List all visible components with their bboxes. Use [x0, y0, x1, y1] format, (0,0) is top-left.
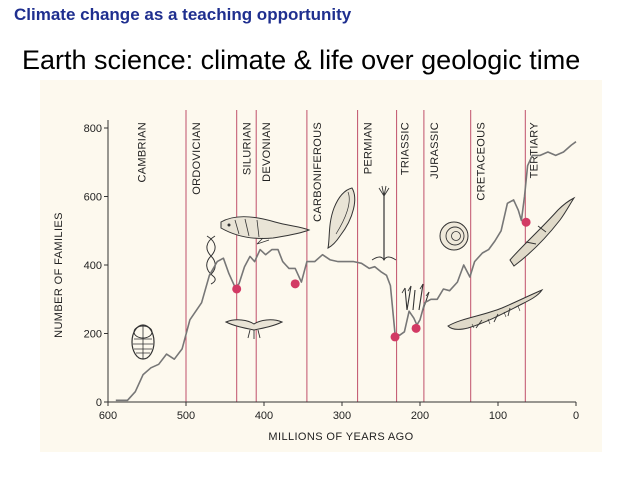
crinoid-fossil-icon [371, 185, 397, 262]
x-tick-label: 600 [99, 410, 117, 422]
chart-figure: CAMBRIAN ORDOVICIAN SILURIAN DEVONIAN CARBON… [40, 80, 602, 452]
x-tick-label: 500 [177, 410, 195, 422]
plant-fossil-icon [401, 283, 430, 311]
slide-header: Climate change as a teaching opportunity [14, 5, 352, 24]
extinction-event-point [390, 332, 400, 342]
graptolite-fossil-icon [206, 235, 216, 285]
period-label: TERTIARY [528, 122, 540, 179]
horn-coral-fossil-icon [327, 187, 356, 249]
jawless-fish-fossil-icon [220, 216, 311, 245]
period-boundaries: CAMBRIAN ORDOVICIAN SILURIAN DEVONIAN CARBON… [136, 110, 540, 402]
fossil-illustrations [131, 185, 576, 360]
extinction-event-point [232, 284, 242, 294]
y-axis-label: NUMBER OF FAMILIES [53, 212, 65, 338]
axes: 0 200 400 600 800 600 500 400 300 200 100 0 [84, 120, 579, 422]
period-label: CRETACEOUS [476, 122, 488, 201]
period-label: ORDOVICIAN [191, 122, 203, 195]
ammonite-fossil-icon [439, 221, 469, 251]
period-label: TRIASSIC [400, 122, 412, 175]
y-tick-label: 800 [84, 123, 102, 135]
extinction-markers [232, 217, 531, 342]
y-tick-label: 200 [84, 329, 102, 341]
brachiopod-fossil-icon [224, 319, 284, 339]
period-label: CAMBRIAN [136, 122, 148, 182]
marine-reptile-fossil-icon [509, 196, 576, 267]
crocodile-reptile-fossil-icon [447, 288, 544, 330]
period-label: CARBONIFEROUS [312, 122, 324, 222]
slide-title: Earth science: climate & life over geolo… [22, 45, 581, 75]
period-label: DEVONIAN [261, 122, 273, 182]
x-tick-label: 300 [333, 410, 351, 422]
series-line [115, 141, 577, 402]
y-tick-label: 400 [84, 260, 102, 272]
trilobite-fossil-icon [131, 324, 155, 360]
x-tick-label: 200 [411, 410, 429, 422]
period-label: JURASSIC [429, 122, 441, 179]
extinction-event-point [411, 323, 421, 333]
y-tick-label: 0 [96, 397, 102, 409]
x-axis-label: MILLIONS OF YEARS AGO [268, 431, 413, 443]
y-tick-label: 600 [84, 192, 102, 204]
family-count-curve [115, 141, 577, 402]
family-diversity-chart: CAMBRIAN ORDOVICIAN SILURIAN DEVONIAN CARBON… [53, 110, 579, 443]
period-label: PERMIAN [363, 122, 375, 174]
x-tick-label: 400 [255, 410, 273, 422]
extinction-event-point [290, 279, 300, 289]
x-tick-label: 100 [489, 410, 507, 422]
period-label: SILURIAN [242, 122, 254, 175]
x-tick-label: 0 [573, 410, 579, 422]
extinction-event-point [521, 217, 531, 227]
